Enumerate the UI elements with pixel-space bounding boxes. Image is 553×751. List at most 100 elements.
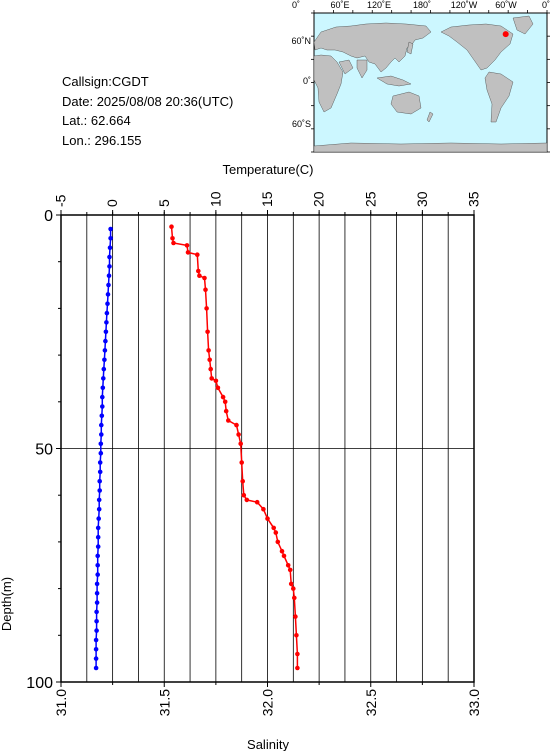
temperature-profile-point <box>95 563 100 568</box>
temperature-profile-point <box>94 600 100 605</box>
temperature-profile-point <box>95 572 100 577</box>
salinity-profile-line <box>170 226 299 668</box>
map-lon-label-0w: 0˚ <box>542 0 550 10</box>
salinity-profile-point <box>202 275 207 281</box>
salinity-profile-point <box>287 567 293 573</box>
salinity-profile-point <box>184 243 190 248</box>
temperature-tick-label: 10 <box>207 191 223 207</box>
salinity-tick-label: 32.0 <box>260 689 276 716</box>
temperature-tick-label: 0 <box>104 199 120 207</box>
salinity-profile-point <box>170 236 175 241</box>
temperature-profile-point <box>108 226 113 232</box>
map-frame-ticks <box>311 10 550 153</box>
temperature-tick-label: 35 <box>466 191 482 207</box>
land-australia <box>390 91 422 115</box>
salinity-tick-label: 31.0 <box>53 689 69 716</box>
temperature-profile-point <box>94 628 99 633</box>
land-africa <box>313 54 344 113</box>
temperature-profile-point <box>100 385 106 391</box>
salinity-tick-label: 31.5 <box>156 689 172 716</box>
temperature-profile-point <box>95 544 101 549</box>
salinity-profile-point <box>213 378 219 384</box>
salinity-profile-point <box>206 348 211 353</box>
salinity-tick-label: 32.5 <box>363 689 379 716</box>
temperature-profile-point <box>96 497 102 503</box>
temperature-profile-point <box>99 413 105 419</box>
temperature-profile-point <box>93 647 99 652</box>
temperature-profile-point <box>95 525 101 531</box>
lon-label: Lon.: <box>62 132 91 148</box>
temperature-tick-label: 30 <box>414 191 430 207</box>
temperature-axis: -5 0 5 10 15 20 25 30 35 <box>53 191 482 215</box>
temperature-profile-point <box>101 366 107 372</box>
temperature-profile-point <box>101 376 106 381</box>
station-info: Callsign:CGDT Date: 2025/08/08 20:36(UTC… <box>62 72 233 150</box>
salinity-profile-point <box>204 306 209 311</box>
salinity-profile-point <box>273 530 279 535</box>
temperature-profile-point <box>94 619 99 624</box>
temperature-profile-point <box>94 581 100 587</box>
temperature-profile-point <box>103 329 109 335</box>
map-lon-label-0e: 0˚ <box>292 0 300 10</box>
salinity-profile-point <box>295 665 300 671</box>
temperature-profile-point <box>94 591 100 596</box>
temperature-profile-point <box>107 245 113 250</box>
salinity-profile-point <box>207 357 212 363</box>
land-antarctica <box>313 142 548 153</box>
land-greenland <box>512 15 534 35</box>
temperature-profile-point <box>96 506 102 512</box>
temperature-profile-point <box>94 609 99 615</box>
lat-label: Lat.: <box>62 113 88 128</box>
temperature-profile-point <box>103 338 108 344</box>
temperature-profile-point <box>98 450 104 456</box>
salinity-profile-point <box>241 492 247 498</box>
location-map: 0˚ 60˚E 120˚E 180˚ 120˚W 60˚W 0˚ 60˚N 0˚… <box>291 0 550 153</box>
temperature-profile-point <box>106 282 111 288</box>
salinity-profile-point <box>254 499 260 505</box>
profile-chart: Temperature(C) -5 0 5 10 15 20 25 30 35 31.0 31.5… <box>0 162 482 751</box>
lon-row: Lon.: 296.155 <box>62 131 233 151</box>
land-europe-asia <box>313 22 432 73</box>
temperature-profile-point <box>97 469 103 475</box>
land-japan <box>406 41 414 55</box>
salinity-profile-point <box>185 250 191 255</box>
map-lat-label-60n: 60˚N <box>291 36 311 46</box>
land-se-asia-islands <box>376 75 412 87</box>
salinity-profile-point <box>271 525 277 531</box>
salinity-profile-point <box>238 441 243 447</box>
salinity-profile-point <box>279 548 285 554</box>
temperature-profile-point <box>93 665 99 671</box>
salinity-profile-point <box>205 329 210 335</box>
salinity-profile-point <box>171 240 176 246</box>
salinity-profile-point <box>244 497 250 503</box>
temperature-tick-label: 25 <box>362 191 378 207</box>
temperature-profile-point <box>102 348 108 353</box>
temperature-profile-point <box>104 310 110 316</box>
salinity-profile-point <box>208 366 213 372</box>
salinity-profile-point <box>234 422 239 428</box>
salinity-profile-point <box>222 399 228 405</box>
y-axis-title: Depth(m) <box>0 577 14 631</box>
salinity-profile-point <box>220 394 226 400</box>
temperature-profile-point <box>106 273 112 278</box>
depth-tick-label: 100 <box>26 675 53 692</box>
map-lat-label-60s: 60˚S <box>292 119 311 129</box>
salinity-profile-point <box>195 252 200 257</box>
lat-row: Lat.: 62.664 <box>62 111 233 131</box>
salinity-profile-point <box>275 539 281 545</box>
temperature-profile-point <box>97 478 102 484</box>
salinity-profile-point <box>236 432 241 437</box>
map-lon-label-60w: 60˚W <box>495 0 517 10</box>
map-landmasses <box>313 15 548 153</box>
salinity-profile-point <box>285 563 291 568</box>
date-label: Date: <box>62 93 94 109</box>
temperature-tick-label: -5 <box>53 194 69 207</box>
salinity-profile-point <box>209 376 214 381</box>
temperature-profile-point <box>100 394 105 400</box>
station-marker <box>502 31 509 38</box>
salinity-profile-point <box>293 614 298 619</box>
salinity-profile-point <box>215 385 221 391</box>
temperature-profile-point <box>93 637 99 643</box>
land-south-america <box>484 71 514 123</box>
depth-tick-label: 50 <box>35 442 53 459</box>
